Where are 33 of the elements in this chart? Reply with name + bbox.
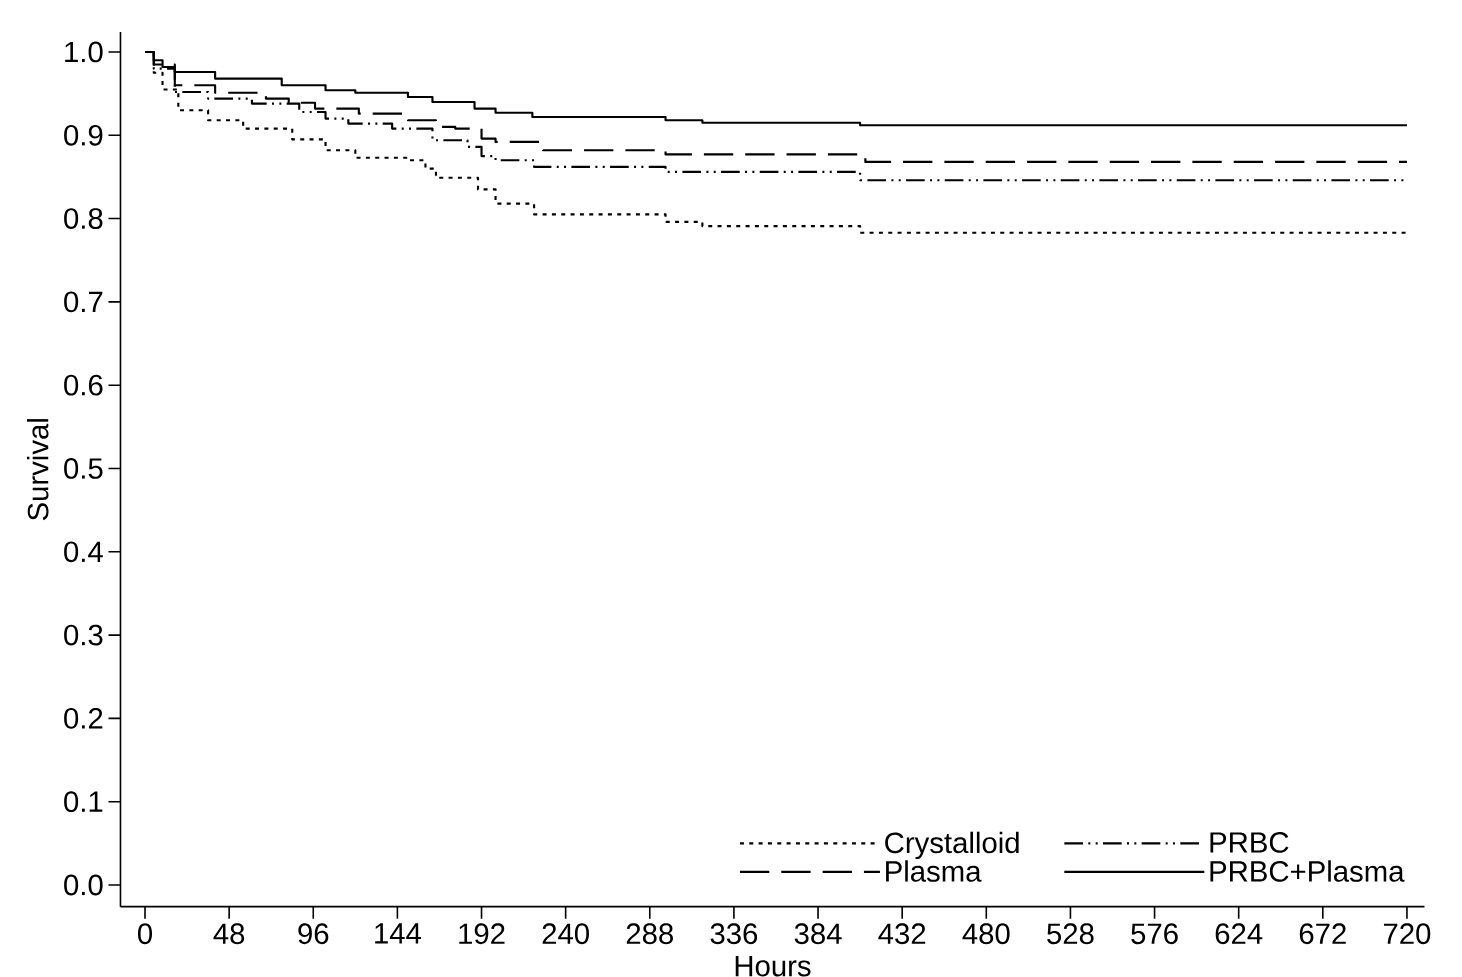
y-tick-label: 0.1 bbox=[64, 791, 103, 813]
y-tick-label: 0.5 bbox=[64, 458, 103, 479]
y-tick-label: 0.0 bbox=[64, 874, 103, 896]
y-tick-label: 0.8 bbox=[64, 208, 103, 229]
y-tick-label: 1.0 bbox=[65, 41, 103, 63]
x-tick-label: 480 bbox=[962, 923, 1010, 945]
x-tick-label: 0 bbox=[138, 923, 153, 945]
x-tick-label: 672 bbox=[1299, 923, 1346, 945]
x-tick-label: 720 bbox=[1383, 923, 1431, 945]
legend-label: Crystalloid bbox=[885, 831, 1019, 860]
x-tick-label: 432 bbox=[878, 923, 926, 945]
y-tick-label: 0.3 bbox=[64, 624, 103, 646]
x-tick-label: 48 bbox=[213, 923, 245, 945]
x-tick-label: 240 bbox=[542, 923, 589, 945]
x-tick-label: 528 bbox=[1047, 923, 1094, 945]
legend-label: PRBC+Plasma bbox=[1210, 860, 1405, 882]
x-tick-label: 144 bbox=[375, 923, 421, 944]
x-tick-label: 96 bbox=[298, 923, 329, 945]
y-tick-label: 0.2 bbox=[64, 707, 103, 729]
y-tick-label: 0.7 bbox=[64, 291, 103, 313]
x-tick-label: 624 bbox=[1215, 923, 1263, 945]
x-axis-title: Hours bbox=[735, 955, 811, 977]
x-tick-label: 192 bbox=[459, 923, 505, 945]
y-tick-label: 0.6 bbox=[64, 374, 103, 396]
y-axis-title: Survival bbox=[26, 419, 49, 521]
legend-label: PRBC bbox=[1210, 832, 1289, 853]
y-tick-label: 0.9 bbox=[64, 124, 103, 146]
y-tick-label: 0.4 bbox=[64, 541, 103, 563]
legend-label: Plasma bbox=[886, 860, 982, 882]
x-tick-label: 384 bbox=[794, 923, 842, 945]
x-tick-label: 576 bbox=[1131, 923, 1178, 945]
x-tick-label: 288 bbox=[626, 923, 673, 945]
x-tick-label: 336 bbox=[710, 923, 758, 945]
